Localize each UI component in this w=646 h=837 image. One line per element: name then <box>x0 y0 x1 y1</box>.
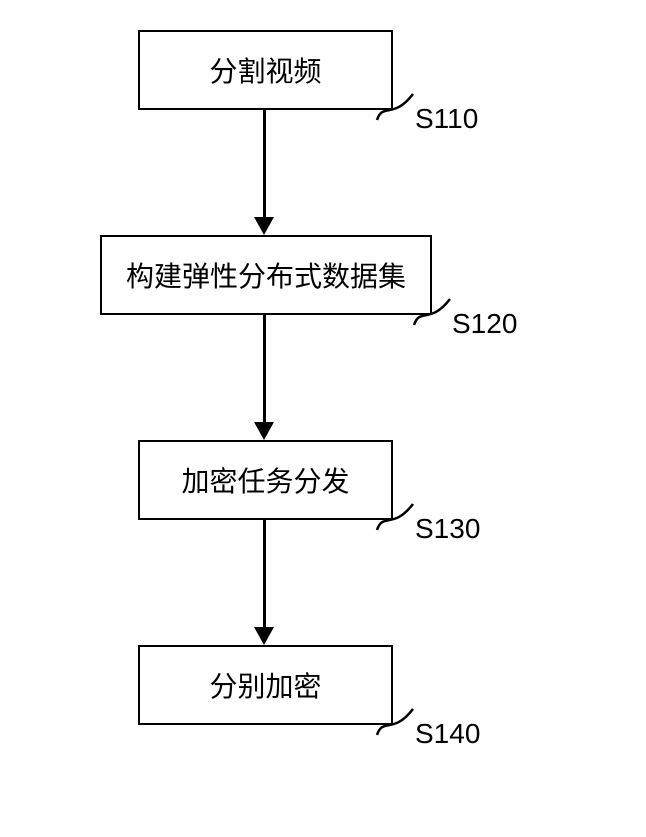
arrow-3-head <box>254 627 274 645</box>
flow-node-4: 分别加密 <box>138 645 393 725</box>
flow-node-4-label: 分别加密 <box>209 665 321 705</box>
flow-node-3-label: 加密任务分发 <box>181 460 349 500</box>
curve-2 <box>412 297 452 327</box>
flow-node-2: 构建弹性分布式数据集 <box>100 235 432 315</box>
curve-4 <box>375 707 415 737</box>
step-label-3: S130 <box>415 513 480 545</box>
arrow-1-head <box>254 217 274 235</box>
flow-node-1-label: 分割视频 <box>209 50 321 90</box>
arrow-1-line <box>263 110 266 218</box>
arrow-3-line <box>263 520 266 628</box>
step-label-2: S120 <box>452 308 517 340</box>
step-label-1: S110 <box>415 103 478 135</box>
step-label-4: S140 <box>415 718 480 750</box>
flowchart-container: 分割视频 S110 构建弹性分布式数据集 S120 加密任务分发 S130 分别… <box>0 0 646 837</box>
flow-node-3: 加密任务分发 <box>138 440 393 520</box>
arrow-2-line <box>263 315 266 423</box>
flow-node-2-label: 构建弹性分布式数据集 <box>126 255 406 295</box>
curve-1 <box>375 92 415 122</box>
arrow-2-head <box>254 422 274 440</box>
curve-3 <box>375 502 415 532</box>
flow-node-1: 分割视频 <box>138 30 393 110</box>
